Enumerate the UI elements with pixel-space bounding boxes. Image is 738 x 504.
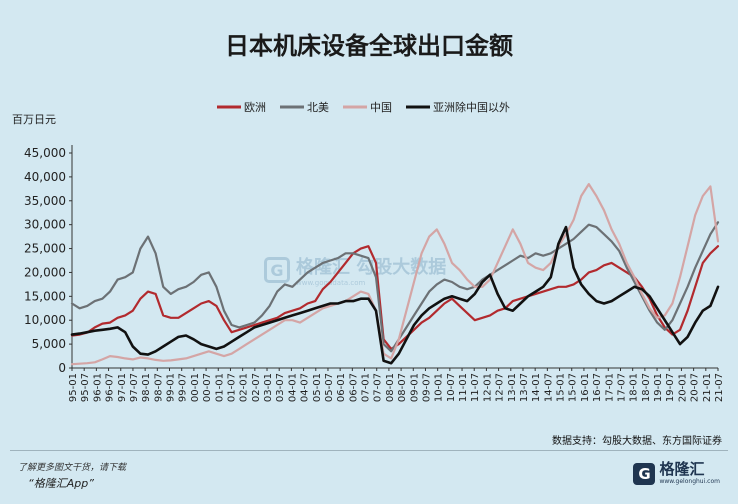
series-line-北美 xyxy=(72,222,718,351)
y-tick-label: 0 xyxy=(58,361,66,375)
x-tick-label: 98-07 xyxy=(153,373,164,402)
y-tick-label: 45,000 xyxy=(24,146,66,160)
y-tick-label: 10,000 xyxy=(24,313,66,327)
x-tick-label: 11-01 xyxy=(458,373,469,402)
x-tick-label: 18-01 xyxy=(629,373,640,402)
x-tick-label: 21-01 xyxy=(702,373,713,402)
footer-divider xyxy=(10,450,728,451)
x-tick-label: 20-07 xyxy=(690,373,701,402)
plot-area xyxy=(72,184,718,364)
x-tick-label: 16-01 xyxy=(580,373,591,402)
x-tick-label: 10-01 xyxy=(434,373,445,402)
y-tick-label: 40,000 xyxy=(24,170,66,184)
x-tick-label: 95-07 xyxy=(80,373,91,402)
y-tick-label: 5,000 xyxy=(32,337,66,351)
x-tick-label: 04-07 xyxy=(300,373,311,402)
x-tick-label: 19-07 xyxy=(665,373,676,402)
x-tick-label: 97-07 xyxy=(129,373,140,402)
x-tick-label: 96-07 xyxy=(105,373,116,402)
legend-label: 欧洲 xyxy=(244,101,266,114)
x-tick-label: 07-07 xyxy=(373,373,384,402)
x-tick-label: 02-07 xyxy=(251,373,262,402)
x-tick-label: 13-01 xyxy=(507,373,518,402)
x-tick-label: 13-07 xyxy=(519,373,530,402)
x-tick-label: 06-01 xyxy=(336,373,347,402)
x-tick-label: 96-01 xyxy=(92,373,103,402)
x-tick-label: 03-01 xyxy=(263,373,274,402)
x-tick-label: 01-07 xyxy=(226,373,237,402)
legend-label: 亚洲除中国以外 xyxy=(433,100,510,114)
x-tick-label: 12-01 xyxy=(482,373,493,402)
x-tick-label: 99-07 xyxy=(178,373,189,402)
x-tick-label: 15-01 xyxy=(556,373,567,402)
y-tick-label: 15,000 xyxy=(24,289,66,303)
x-tick-label: 11-07 xyxy=(470,373,481,402)
x-tick-label: 17-01 xyxy=(604,373,615,402)
x-axis: 95-01 95-07 96-01 96-07 97-01 97-07 98-01 98-07… xyxy=(68,368,725,402)
x-tick-label: 17-07 xyxy=(616,373,627,402)
x-tick-label: 06-07 xyxy=(348,373,359,402)
y-tick-label: 25,000 xyxy=(24,242,66,256)
y-axis: 0 5,000 10,000 15,000 20,000 25,000 30,000 35,0… xyxy=(24,145,72,375)
y-tick-label: 30,000 xyxy=(24,218,66,232)
x-tick-label: 97-01 xyxy=(117,373,128,402)
x-tick-label: 00-07 xyxy=(202,373,213,402)
brand-logo: G 格隆汇 www.gelonghui.com xyxy=(633,462,720,485)
x-tick-label: 12-07 xyxy=(495,373,506,402)
x-tick-label: 00-01 xyxy=(190,373,201,402)
brand-url: www.gelonghui.com xyxy=(659,479,720,485)
x-tick-label: 05-01 xyxy=(312,373,323,402)
app-name-promo: “格隆汇App” xyxy=(28,475,94,491)
download-promo-text: 了解更多图文干货，请下载 xyxy=(18,460,126,473)
y-tick-label: 35,000 xyxy=(24,194,66,208)
x-tick-label: 16-07 xyxy=(592,373,603,402)
x-tick-label: 07-01 xyxy=(361,373,372,402)
legend-label: 北美 xyxy=(307,101,329,114)
x-tick-label: 15-07 xyxy=(568,373,579,402)
x-tick-label: 99-01 xyxy=(166,373,177,402)
x-tick-label: 09-07 xyxy=(421,373,432,402)
x-tick-label: 21-07 xyxy=(714,373,725,402)
x-tick-label: 04-01 xyxy=(287,373,298,402)
x-tick-label: 14-07 xyxy=(543,373,554,402)
x-tick-label: 09-01 xyxy=(409,373,420,402)
x-tick-label: 05-07 xyxy=(324,373,335,402)
chart-legend: 欧洲 北美 中国 亚洲除中国以外 xyxy=(217,100,510,114)
x-tick-label: 98-01 xyxy=(141,373,152,402)
x-tick-label: 14-01 xyxy=(531,373,542,402)
brand-logo-icon: G xyxy=(633,463,655,485)
x-tick-label: 18-07 xyxy=(641,373,652,402)
series-line-欧洲 xyxy=(72,246,718,349)
x-tick-label: 02-01 xyxy=(239,373,250,402)
x-tick-label: 08-07 xyxy=(397,373,408,402)
x-tick-label: 19-01 xyxy=(653,373,664,402)
x-tick-label: 10-07 xyxy=(446,373,457,402)
series-line-中国 xyxy=(72,184,718,364)
x-tick-label: 01-01 xyxy=(214,373,225,402)
brand-name: 格隆汇 xyxy=(659,462,720,477)
y-tick-label: 20,000 xyxy=(24,265,66,279)
x-tick-label: 95-01 xyxy=(68,373,79,402)
x-tick-label: 08-01 xyxy=(385,373,396,402)
x-tick-label: 20-01 xyxy=(677,373,688,402)
legend-label: 中国 xyxy=(370,101,392,114)
x-tick-label: 03-07 xyxy=(275,373,286,402)
data-source-note: 数据支持：勾股大数据、东方国际证券 xyxy=(552,432,722,447)
